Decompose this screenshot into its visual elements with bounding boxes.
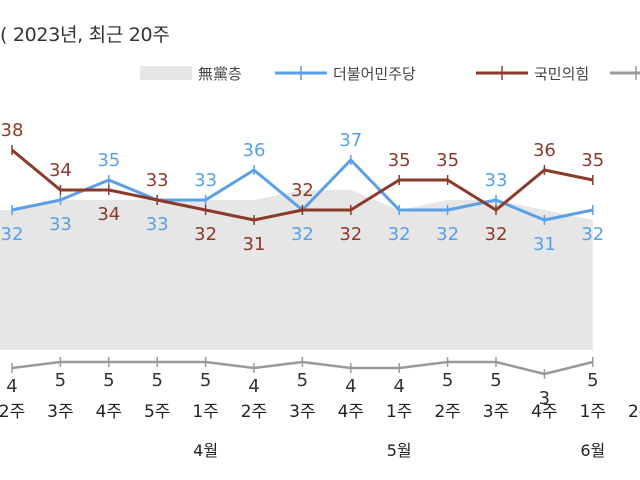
legend-label-1: 더불어민주당 [333, 65, 416, 83]
data-label-2-9: 35 [436, 150, 459, 171]
data-label-1-12: 32 [581, 224, 604, 245]
x-tick-label-1: 3주 [47, 402, 73, 422]
data-label-3-11: 3 [539, 388, 550, 409]
data-label-2-6: 32 [291, 180, 314, 201]
data-label-2-1: 34 [49, 160, 72, 181]
data-label-2-5: 31 [243, 234, 266, 255]
data-label-2-12: 35 [581, 150, 604, 171]
x-tick-label-11: 4주 [531, 402, 557, 422]
data-label-1-1: 33 [49, 214, 72, 235]
data-label-2-0: 38 [1, 120, 24, 141]
data-label-3-1: 5 [55, 370, 66, 391]
data-label-3-6: 5 [297, 370, 308, 391]
data-label-1-5: 36 [243, 140, 266, 161]
data-label-3-4: 5 [200, 370, 211, 391]
data-label-1-7: 37 [339, 130, 362, 151]
data-label-1-9: 32 [436, 224, 459, 245]
data-label-1-8: 32 [388, 224, 411, 245]
data-label-3-8: 4 [393, 376, 404, 397]
data-label-2-3: 33 [146, 170, 169, 191]
x-tick-label-0: 2주 [0, 402, 25, 422]
data-label-1-2: 35 [97, 150, 120, 171]
x-tick-label-10: 3주 [483, 402, 509, 422]
data-label-1-3: 33 [146, 214, 169, 235]
data-label-3-7: 4 [345, 376, 356, 397]
data-label-3-12: 5 [587, 370, 598, 391]
data-label-1-10: 33 [485, 170, 508, 191]
data-label-2-8: 35 [388, 150, 411, 171]
month-label-1: 5월 [387, 441, 412, 460]
x-tick-label-7: 4주 [338, 402, 364, 422]
data-label-3-2: 5 [103, 370, 114, 391]
data-label-3-10: 5 [490, 370, 501, 391]
x-tick-label-12: 1주 [580, 402, 606, 422]
data-label-2-4: 32 [194, 224, 217, 245]
x-tick-label-13: 2주 [628, 402, 640, 422]
x-tick-label-8: 1주 [386, 402, 412, 422]
x-tick-label-2: 4주 [96, 402, 122, 422]
x-tick-label-3: 5주 [144, 402, 170, 422]
data-label-2-2: 34 [97, 204, 120, 225]
data-label-2-10: 32 [485, 224, 508, 245]
data-label-3-5: 4 [248, 376, 259, 397]
legend-label-2: 국민의힘 [534, 65, 589, 83]
x-tick-label-4: 1주 [192, 402, 218, 422]
legend-swatch-0 [140, 66, 192, 80]
x-tick-label-6: 3주 [289, 402, 315, 422]
x-tick-label-5: 2주 [241, 402, 267, 422]
data-label-3-0: 4 [6, 376, 17, 397]
data-label-1-6: 32 [291, 224, 314, 245]
month-label-0: 4월 [193, 441, 218, 460]
data-label-1-4: 33 [194, 170, 217, 191]
chart-title: ( 2023년, 최근 20주 [0, 24, 170, 46]
month-label-2: 6월 [580, 441, 605, 460]
legend-label-0: 無黨층 [198, 65, 242, 83]
data-label-2-11: 36 [533, 140, 556, 161]
data-label-2-7: 32 [339, 224, 362, 245]
area-series-0 [0, 190, 593, 350]
data-label-1-0: 32 [1, 224, 24, 245]
data-label-1-11: 31 [533, 234, 556, 255]
data-label-3-9: 5 [442, 370, 453, 391]
x-tick-label-9: 2주 [434, 402, 460, 422]
data-label-3-3: 5 [151, 370, 162, 391]
